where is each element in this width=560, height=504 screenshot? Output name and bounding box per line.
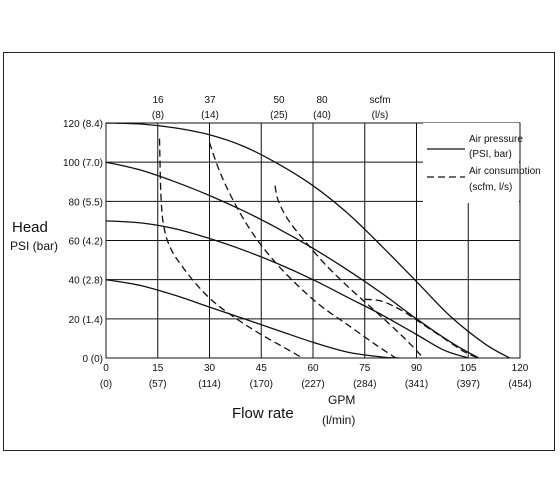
top-axis-label: scfm (369, 95, 390, 106)
top-axis-label: 16 (152, 95, 164, 106)
y-tick-label: 60 (4.2) (69, 237, 103, 248)
top-axis-label-secondary: (8) (152, 110, 164, 121)
y-axis-label: Head (12, 219, 48, 236)
x-tick-label: 105 (460, 363, 477, 374)
legend-entry-2-line1: Air consumption (469, 166, 541, 177)
top-axis-label: 37 (204, 95, 216, 106)
plot-border (105, 122, 521, 359)
y-tick-label: 120 (8.4) (63, 119, 103, 130)
top-axis-label-secondary: (40) (313, 110, 331, 121)
x-tick-label-secondary: (341) (405, 379, 428, 390)
legend: Air pressure (PSI, bar) Air consumption … (423, 123, 541, 203)
x-tick-label: 120 (512, 363, 529, 374)
top-axis-label-secondary: (25) (270, 110, 288, 121)
x-tick-label-secondary: (114) (198, 379, 221, 390)
top-axis-label: 80 (316, 95, 328, 106)
x-tick-label: 30 (204, 363, 216, 374)
legend-background (423, 123, 519, 203)
x-tick-label-secondary: (227) (301, 379, 324, 390)
x-tick-label: 45 (256, 363, 268, 374)
top-axis-label-secondary: (14) (201, 110, 219, 121)
air-pressure-curve-4 (105, 279, 400, 359)
x-tick-label-secondary: (284) (353, 379, 376, 390)
tick-labels: 0 15 30 45 60 75 90 105 120 (0) (57) (114) (170) (227… (63, 95, 532, 390)
x-tick-label-secondary: (454) (508, 379, 531, 390)
y-tick-label: 40 (2.8) (69, 276, 103, 287)
top-axis-label: 50 (273, 95, 285, 106)
x-tick-label-secondary: (0) (100, 379, 112, 390)
legend-entry-1-line1: Air pressure (469, 134, 523, 145)
x-tick-label-secondary: (170) (250, 379, 273, 390)
air-pressure-curve-1 (105, 122, 510, 359)
x-tick-label-secondary: (57) (149, 379, 167, 390)
air-consumption-curve-7 (274, 185, 424, 359)
x-axis-unit-label: GPM (328, 393, 355, 407)
x-tick-label: 90 (411, 363, 423, 374)
x-tick-label-secondary: (397) (457, 379, 480, 390)
x-tick-label: 75 (359, 363, 371, 374)
air-consumption-curve-5 (158, 138, 303, 359)
y-tick-label: 20 (1.4) (69, 315, 103, 326)
x-tick-label: 0 (103, 363, 109, 374)
chart-frame (3, 52, 555, 451)
x-axis-unit-sub-label: (l/min) (322, 413, 355, 427)
legend-entry-2-line2: (scfm, l/s) (469, 182, 512, 193)
air-consumption-curve-6 (208, 142, 397, 359)
x-axis-label: Flow rate (232, 405, 294, 422)
y-tick-label: 100 (7.0) (63, 158, 103, 169)
x-tick-label: 60 (307, 363, 319, 374)
y-tick-label: 0 (0) (82, 354, 103, 365)
air-pressure-curve-3 (105, 220, 469, 359)
air-pressure-curve-2 (105, 161, 479, 359)
x-tick-label: 15 (152, 363, 164, 374)
y-tick-label: 80 (5.5) (69, 197, 103, 208)
series-layer (105, 122, 510, 359)
legend-entry-1-line2: (PSI, bar) (469, 149, 512, 160)
top-axis-label-secondary: (l/s) (372, 110, 389, 121)
y-axis-unit-label: PSI (bar) (10, 239, 58, 253)
air-consumption-curve-8 (364, 298, 479, 359)
